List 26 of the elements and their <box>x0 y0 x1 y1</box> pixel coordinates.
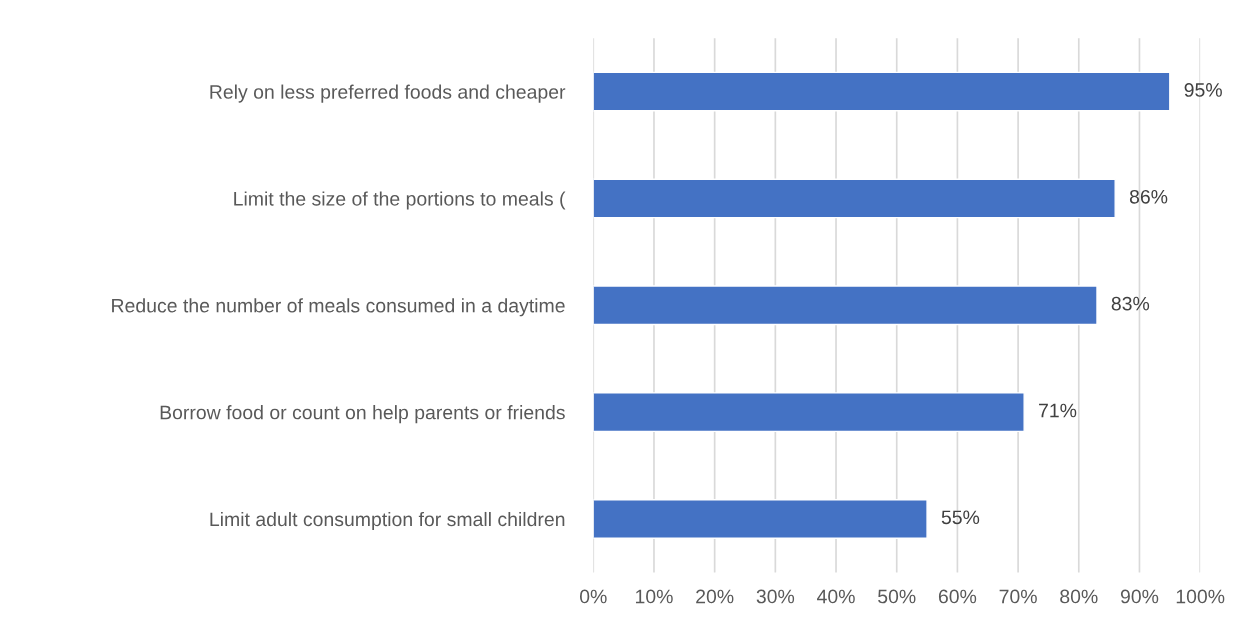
bar <box>593 71 1171 112</box>
x-tick-label: 80% <box>1060 589 1098 604</box>
x-tick-label: 10% <box>635 589 673 604</box>
x-tick-label: 60% <box>938 589 977 604</box>
x-tick-label: 50% <box>878 589 916 604</box>
data-label: 55% <box>941 510 980 525</box>
x-tick-label: 40% <box>817 589 855 604</box>
x-tick-label: 70% <box>999 589 1037 604</box>
y-tick-label: Limit the size of the portions to meals ( <box>234 191 566 210</box>
x-tick-label: 30% <box>756 589 795 604</box>
data-label: 86% <box>1129 189 1168 204</box>
y-tick-label: Limit adult consumption for small children <box>210 511 565 531</box>
bar <box>593 499 928 539</box>
data-label: 71% <box>1039 403 1077 418</box>
x-tick-label: 90% <box>1120 589 1159 604</box>
data-label: 95% <box>1184 83 1222 97</box>
x-tick-label: 0% <box>579 589 607 604</box>
x-tick-label: 20% <box>696 589 734 604</box>
x-tick-label: 100% <box>1176 589 1225 604</box>
bar <box>593 285 1098 326</box>
bar <box>593 178 1116 219</box>
data-label: 83% <box>1111 296 1150 311</box>
bar <box>593 392 1025 433</box>
y-tick-label: Reduce the number of meals consumed in a daytime <box>112 298 565 317</box>
y-tick-label: Borrow food or count on help parents or friends <box>160 405 565 424</box>
y-tick-label: Rely on less preferred foods and cheaper <box>210 84 566 103</box>
